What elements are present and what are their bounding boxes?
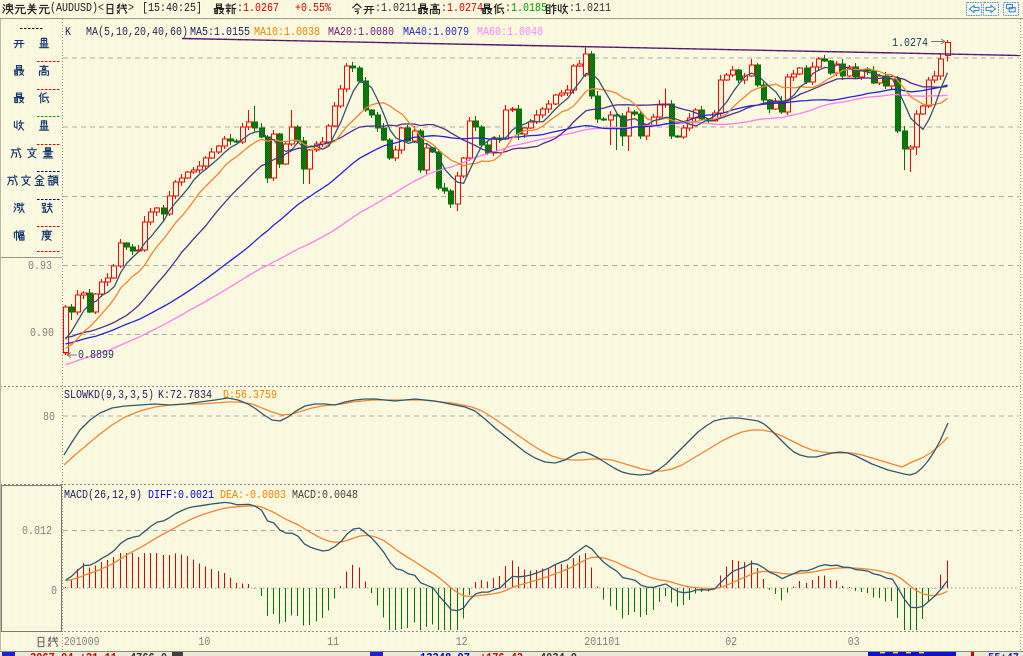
svg-text:SLOWKD(9,3,3,5): SLOWKD(9,3,3,5)	[64, 389, 154, 402]
svg-text:MA10:1.0038: MA10:1.0038	[254, 26, 320, 39]
svg-text:12: 12	[456, 636, 468, 649]
svg-text:MA20:1.0080: MA20:1.0080	[328, 26, 394, 39]
svg-text:1.0267: 1.0267	[243, 2, 279, 15]
svg-text:MACD:0.0048: MACD:0.0048	[292, 489, 358, 502]
svg-text:03: 03	[848, 636, 860, 649]
svg-text:MA5:1.0155: MA5:1.0155	[190, 26, 250, 39]
svg-text:MA60:1.0040: MA60:1.0040	[477, 26, 543, 39]
svg-text:13348.97: 13348.97	[420, 651, 470, 656]
svg-text:<: <	[98, 2, 104, 15]
svg-text:(AUDUSD): (AUDUSD)	[50, 2, 98, 15]
svg-text:MA(5,10,20,40,60): MA(5,10,20,40,60)	[86, 26, 188, 39]
svg-text:0.90: 0.90	[30, 327, 54, 340]
svg-text:1.0274: 1.0274	[892, 37, 928, 50]
svg-text:0.93: 0.93	[28, 260, 52, 273]
svg-text:10: 10	[198, 636, 210, 649]
svg-text:1.0274: 1.0274	[447, 2, 483, 15]
svg-text::: :	[505, 2, 511, 15]
svg-text:DEA:-0.0003: DEA:-0.0003	[220, 489, 286, 502]
svg-text:[15:40:25]: [15:40:25]	[142, 2, 202, 15]
svg-text:+176.43: +176.43	[480, 651, 523, 656]
svg-text:+0.55%: +0.55%	[295, 2, 331, 15]
svg-text:>: >	[128, 2, 134, 15]
svg-text:4034.9: 4034.9	[540, 651, 577, 656]
svg-text:0.8899: 0.8899	[78, 349, 114, 362]
svg-text:4766.0: 4766.0	[130, 651, 167, 656]
svg-text:201101: 201101	[584, 636, 620, 649]
svg-text:80: 80	[43, 411, 55, 424]
svg-text:11: 11	[327, 636, 339, 649]
svg-text:DIFF:0.0021: DIFF:0.0021	[148, 489, 214, 502]
svg-text:MA40:1.0079: MA40:1.0079	[403, 26, 469, 39]
svg-text:55:47: 55:47	[988, 651, 1019, 656]
svg-text:D:56.3759: D:56.3759	[223, 389, 277, 402]
svg-text:02: 02	[725, 636, 737, 649]
svg-text:201009: 201009	[64, 636, 100, 649]
svg-text::: :	[441, 2, 447, 15]
svg-text:0.012: 0.012	[22, 525, 52, 538]
svg-text:K:72.7834: K:72.7834	[158, 389, 212, 402]
svg-text::1.0211: :1.0211	[375, 2, 417, 15]
svg-text:1.0185: 1.0185	[511, 2, 547, 15]
svg-text::1.0211: :1.0211	[569, 2, 611, 15]
svg-text:0: 0	[51, 585, 57, 598]
svg-text:MACD(26,12,9): MACD(26,12,9)	[64, 489, 142, 502]
svg-text:K: K	[65, 26, 71, 39]
svg-text:3067.94 +21.11: 3067.94 +21.11	[30, 651, 117, 656]
svg-text::: :	[237, 2, 243, 15]
